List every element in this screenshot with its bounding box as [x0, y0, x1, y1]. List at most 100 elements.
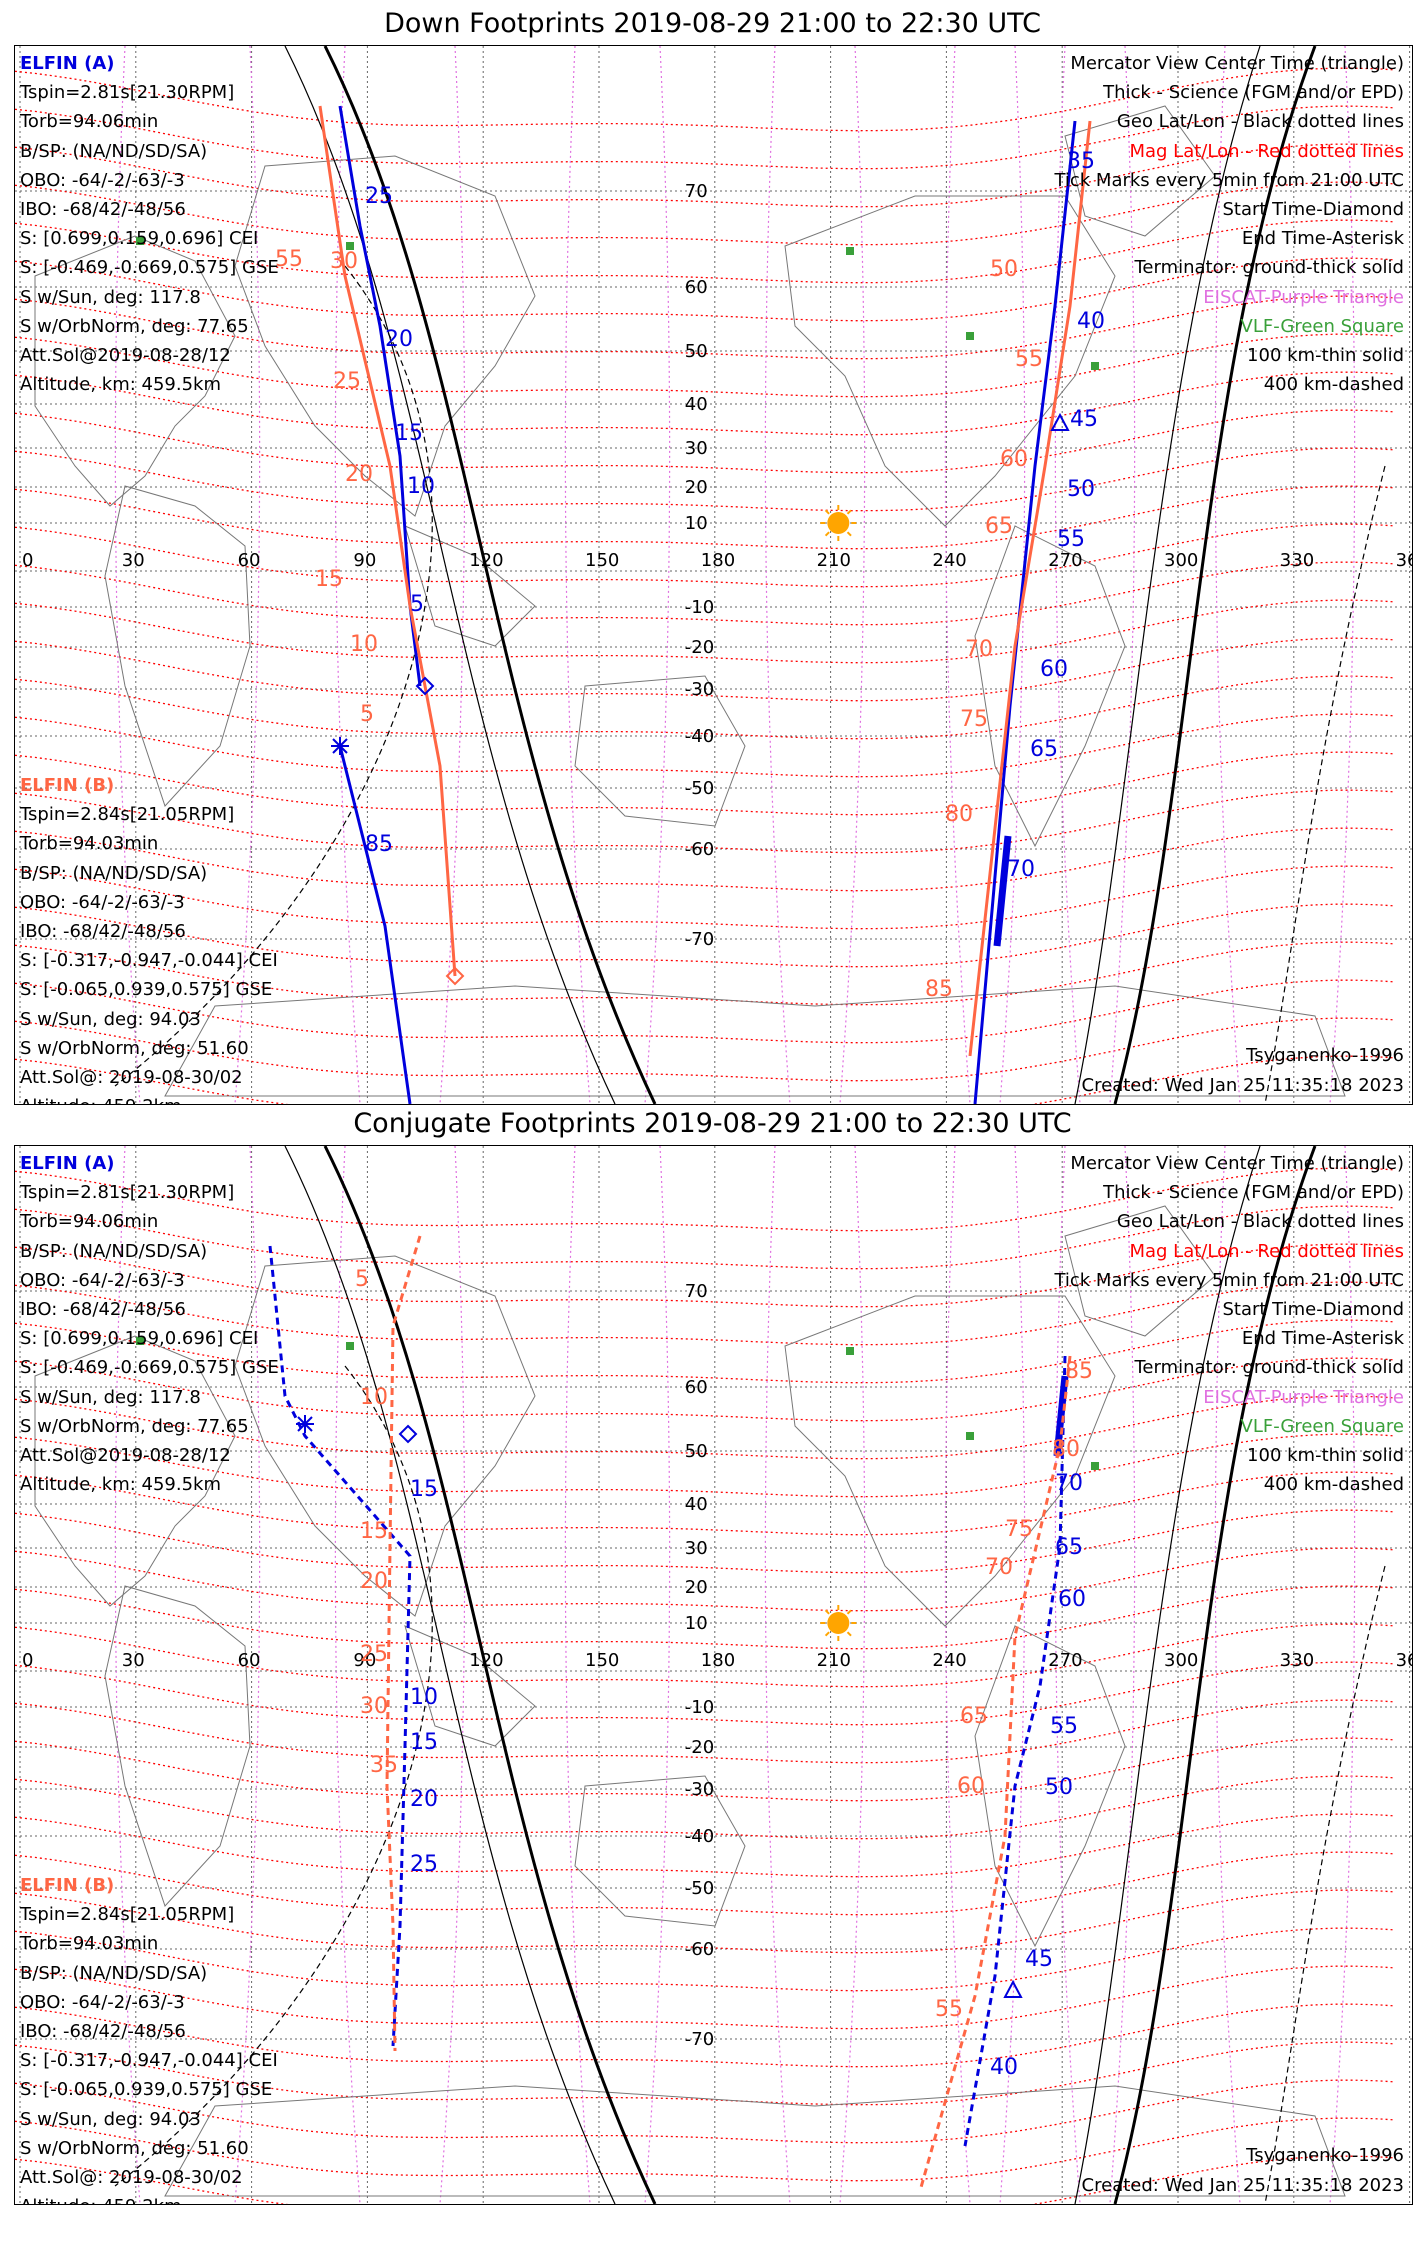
elfin-a-time-label: 40: [1077, 309, 1105, 334]
panel1-title: Down Footprints 2019-08-29 21:00 to 22:3…: [384, 8, 1041, 39]
map-svg: 0 30 60 90 120 150 180 210 240 270 300 330 360 70 60 50…: [15, 1146, 1412, 2204]
legend-entry: Mercator View Center Time (triangle): [1070, 1153, 1404, 1174]
mag-meridian: [1214, 1146, 1241, 2204]
legend-entry: Mercator View Center Time (triangle): [1070, 53, 1404, 74]
terminator-400km: [1264, 465, 1386, 1104]
elfin-a-time-label: 15: [410, 1730, 438, 1755]
elfin-a-time-label: 10: [410, 1685, 438, 1710]
info-line: S: [-0.317,-0.947,-0.044] CEI: [20, 950, 278, 972]
mag-meridians: [114, 1146, 1356, 2204]
conjugate-footprints-map: 0 30 60 90 120 150 180 210 240 270 300 330 360 70 60 50…: [14, 1145, 1413, 2205]
lat-tick-label: 10: [685, 513, 708, 534]
elfin-a-time-label: 10: [407, 474, 435, 499]
mag-meridian: [114, 1146, 141, 2204]
legend-entry: Thick - Science (FGM and/or EPD): [1103, 1182, 1404, 1204]
lon-tick-label: 120: [469, 550, 503, 571]
info-line: Torb=94.06min: [20, 1211, 159, 1233]
elfin-a-track: [268, 1245, 412, 2047]
lat-tick-label: 30: [685, 1538, 708, 1559]
lat-tick-label: -30: [685, 1779, 714, 1800]
info-line: S w/Sun, deg: 94.03: [20, 2108, 201, 2130]
coastline: [784, 1295, 1116, 1627]
elfin-a-time-label: 60: [1040, 657, 1068, 682]
terminator-100km: [284, 46, 616, 1104]
info-line: OBO: -64/-2/-63/-3: [20, 1991, 185, 2013]
elfin-b-info: ELFIN (B) Tspin=2.84s[21.05RPM] Torb=94.03…: [20, 771, 278, 1104]
sun-ray: [824, 1631, 830, 1637]
lat-tick-label: -50: [685, 778, 714, 799]
lat-tick-label: 60: [685, 277, 708, 298]
elfin-a-time-label: 50: [1067, 477, 1095, 502]
elfin-b-time-label: 55: [1015, 347, 1043, 372]
elfin-b-time-label: 80: [1052, 1437, 1080, 1462]
asterisk-stroke: [297, 1416, 313, 1432]
legend-entry: 400 km-dashed: [1263, 374, 1404, 396]
lon-tick-label: 360: [1396, 550, 1412, 571]
elfin-b-time-label: 80: [945, 802, 973, 827]
terminator-100km: [1074, 1146, 1261, 2204]
elfin-a-track: [963, 1355, 1067, 2147]
mag-meridian: [839, 46, 866, 1104]
coastline: [574, 675, 746, 827]
elfin-b-time-label: 55: [275, 247, 303, 272]
legend: Mercator View Center Time (triangle) Thic…: [1054, 49, 1404, 399]
lon-tick-label: 90: [353, 550, 376, 571]
elfin-a-time-label: 55: [1057, 527, 1085, 552]
legend-entry: Tick Marks every 5min from 21:00 UTC: [1054, 169, 1404, 191]
info-line: OBO: -64/-2/-63/-3: [20, 169, 185, 191]
terminator: [114, 46, 1386, 1104]
elfin-a-time-label: 20: [385, 327, 413, 352]
coastline: [784, 195, 1116, 527]
info-line: Torb=94.03min: [20, 1933, 159, 1955]
sun-icon: [820, 1605, 857, 1641]
info-line: S: [-0.065,0.939,0.575] GSE: [20, 979, 273, 1001]
lat-tick-label: -60: [685, 839, 714, 860]
mag-meridian: [839, 1146, 866, 2204]
lat-tick-label: 40: [685, 1494, 708, 1515]
info-line: Tspin=2.81s[21.30RPM]: [20, 1182, 235, 1204]
elfin-a-time-label: 15: [410, 1477, 438, 1502]
coastline: [404, 525, 536, 647]
lat-tick-label: -40: [685, 1826, 714, 1847]
coastline: [1064, 1205, 1216, 1337]
elfin-a-time-label: 60: [1058, 1587, 1086, 1612]
sun-icon: [820, 505, 857, 541]
terminator-100km: [1074, 46, 1261, 1104]
coastline: [104, 485, 251, 807]
lat-tick-label: 30: [685, 438, 708, 459]
elfin-a-time-label: 15: [395, 421, 423, 446]
mag-meridian: [944, 1146, 971, 2204]
elfin-b-time-label: 35: [370, 1753, 398, 1778]
info-line: Altitude, km: 459.5km: [20, 374, 222, 396]
info-line: OBO: -64/-2/-63/-3: [20, 891, 185, 913]
legend-entry: End Time-Asterisk: [1241, 1328, 1404, 1350]
elfin-b-time-label: 10: [360, 1385, 388, 1410]
vlf-station: [966, 1432, 974, 1440]
created-timestamp: Created: Wed Jan 25 11:35:18 2023: [1081, 1075, 1404, 1096]
info-line: S w/Sun, deg: 94.03: [20, 1008, 201, 1030]
legend: Mercator View Center Time (triangle) Thic…: [1054, 1149, 1404, 1499]
elfin-a-time-label: 70: [1007, 857, 1035, 882]
lon-tick-label: 0: [22, 1650, 33, 1671]
elfin-a-track: [973, 120, 1077, 1104]
lon-tick-label: 270: [1048, 550, 1082, 571]
vlf-station: [966, 332, 974, 340]
spacecraft-name: ELFIN (A): [20, 1153, 115, 1174]
elfin-b-time-label: 15: [360, 1519, 388, 1544]
coastlines: [34, 105, 1346, 1097]
mag-meridian: [1109, 46, 1136, 1104]
lon-tick-label: 270: [1048, 1650, 1082, 1671]
elfin-a-science: [1053, 1375, 1069, 1457]
elfin-b-info: ELFIN (B) Tspin=2.84s[21.05RPM] Torb=94.03…: [20, 1871, 278, 2204]
elfin-a-track: [338, 745, 412, 1104]
terminator: [114, 1146, 1386, 2204]
lon-tick-label: 300: [1164, 1650, 1198, 1671]
info-line: Tspin=2.81s[21.30RPM]: [20, 82, 235, 104]
info-line: OBO: -64/-2/-63/-3: [20, 1269, 185, 1291]
info-line: Att.Sol@: 2019-08-30/02: [20, 1067, 243, 1089]
lon-tick-label: 180: [701, 1650, 735, 1671]
elfin-b-time-label: 65: [985, 514, 1013, 539]
lon-tick-label: 360: [1396, 1650, 1412, 1671]
vlf-station: [346, 242, 354, 250]
info-line: Att.Sol@: 2019-08-30/02: [20, 2167, 243, 2189]
